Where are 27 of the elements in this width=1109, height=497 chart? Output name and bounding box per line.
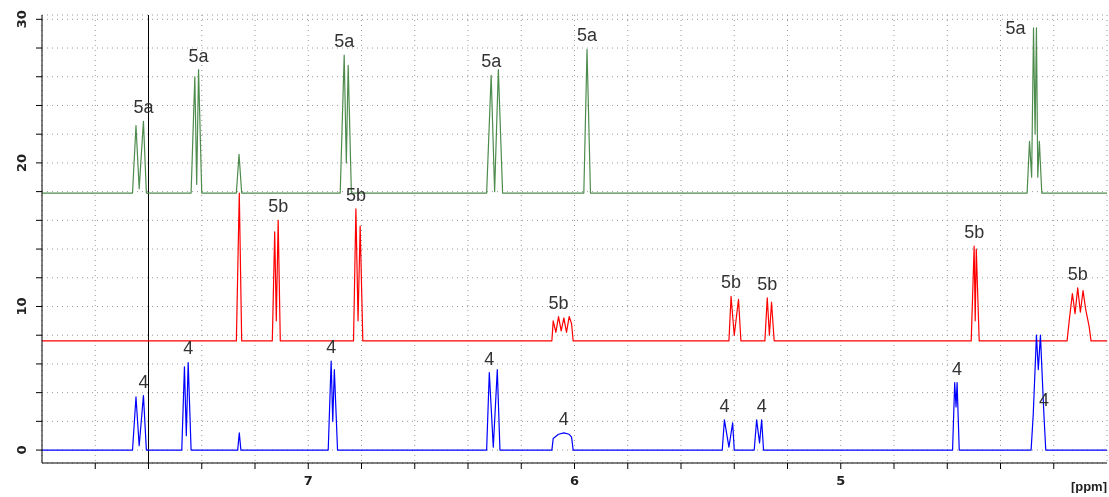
annotation: 5b <box>268 196 289 217</box>
annotation: 4 <box>558 408 569 429</box>
y-tick-label: 0 <box>14 445 29 455</box>
annotation: 4 <box>183 338 194 359</box>
x-tick-label: 5 <box>836 473 846 488</box>
annotation: 4 <box>484 348 495 369</box>
x-axis-title: [ppm] <box>1070 479 1107 494</box>
annotation: 4 <box>756 395 767 416</box>
annotation: 5a <box>188 45 210 66</box>
annotation: 5a <box>334 31 356 52</box>
annotation: 4 <box>138 371 149 392</box>
annotation: 5a <box>577 25 599 46</box>
x-tick-label: 7 <box>303 473 313 488</box>
y-tick-label: 30 <box>14 10 29 29</box>
annotation: 5b <box>721 272 742 293</box>
annotation: 4 <box>326 337 337 358</box>
annotation: 5b <box>757 273 778 294</box>
annotation: 5a <box>481 51 503 72</box>
annotation: 4 <box>719 395 730 416</box>
x-tick-label: 6 <box>569 473 580 488</box>
annotation: 5b <box>548 292 569 313</box>
y-tick-label: 10 <box>14 297 29 316</box>
y-tick-label: 20 <box>14 153 29 172</box>
annotation: 5b <box>964 222 985 243</box>
annotation: 5b <box>1067 263 1088 284</box>
annotation: 4 <box>952 358 963 379</box>
annotation: 5a <box>1005 18 1027 39</box>
